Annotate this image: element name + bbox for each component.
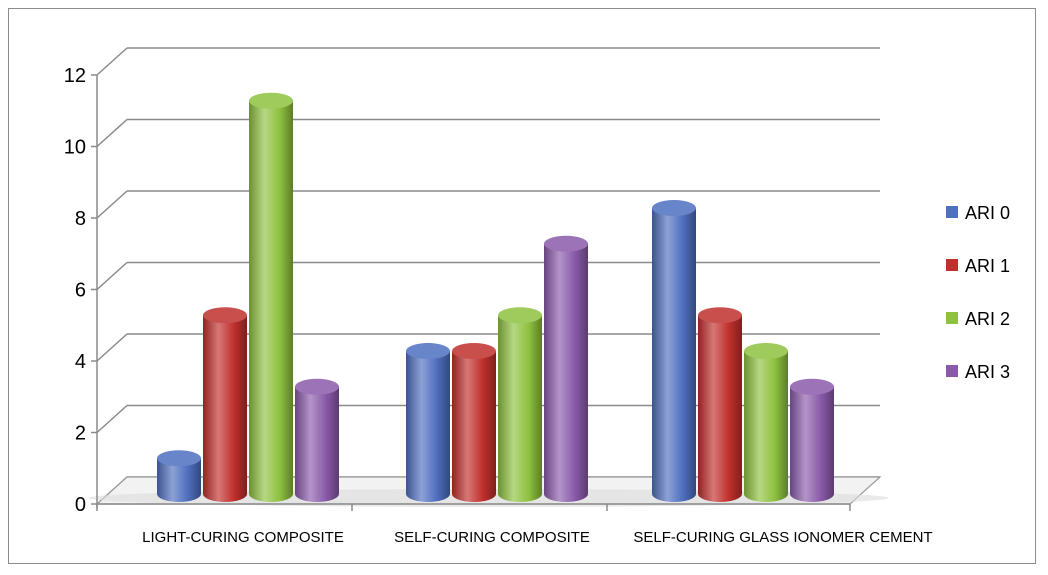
gridline-side [96, 404, 128, 434]
bar-body [406, 351, 450, 502]
bar-ari-3-2 [544, 235, 588, 502]
gridline-side [96, 190, 128, 219]
bar-body [157, 458, 201, 502]
legend-label: ARI 0 [965, 203, 1010, 223]
legend-swatch-ari-3 [946, 365, 958, 377]
bar-body [790, 386, 834, 502]
bar-body [249, 100, 293, 502]
bar-ari-3-1 [295, 378, 339, 502]
axes [91, 74, 851, 511]
x-category-label: SELF-CURING GLASS IONOMER CEMENT [633, 529, 932, 546]
y-tick-label: 0 [75, 494, 86, 516]
legend-swatch-ari-2 [946, 312, 958, 324]
legend-label: ARI 1 [965, 256, 1010, 276]
bar-body [698, 315, 742, 502]
bar-top [452, 343, 496, 359]
bar-ari-1-3 [698, 307, 742, 502]
x-category-label: SELF-CURING COMPOSITE [394, 529, 590, 546]
legend-label: ARI 2 [965, 309, 1010, 329]
y-axis-ticks: 0 2 4 6 8 10 12 [64, 65, 86, 516]
x-category-label: LIGHT-CURING COMPOSITE [142, 529, 344, 546]
bar-ari-1-1 [203, 307, 247, 502]
bar-top [544, 235, 588, 252]
gridline-side [96, 118, 128, 148]
gridline-side [96, 333, 128, 362]
legend-label: ARI 3 [965, 362, 1010, 382]
bar-body [295, 386, 339, 502]
bar-ari-0-2 [406, 343, 450, 502]
bar-top [698, 307, 742, 324]
bar-ari-3-3 [790, 378, 834, 502]
legend: ARI 0 ARI 1 ARI 2 ARI 3 [946, 203, 1010, 382]
y-tick-label: 4 [75, 351, 86, 373]
y-tick-label: 6 [75, 280, 86, 302]
y-tick-label: 2 [75, 423, 86, 445]
bar-ari-0-1 [157, 450, 201, 502]
y-tick-label: 8 [75, 208, 86, 230]
bar-top [295, 378, 339, 395]
bar-body [744, 351, 788, 502]
bar-top [249, 92, 293, 109]
bar-ari-2-1 [249, 92, 293, 502]
bar-top [203, 307, 247, 324]
bar-ari-0-3 [652, 200, 696, 502]
bar-ari-2-2 [498, 307, 542, 502]
y-tick-label: 10 [64, 137, 86, 159]
bar-top [652, 200, 696, 216]
x-axis-categories: LIGHT-CURING COMPOSITE SELF-CURING COMPO… [142, 529, 932, 546]
bar-ari-2-3 [744, 343, 788, 502]
gridline-side [96, 261, 128, 291]
legend-swatch-ari-1 [946, 259, 958, 271]
bar-body [203, 315, 247, 502]
bar-body [544, 243, 588, 502]
y-tick-label: 12 [64, 65, 86, 87]
bar-top [157, 450, 201, 467]
bar-body [652, 208, 696, 502]
bar-body [498, 315, 542, 502]
bar-body [452, 351, 496, 502]
bar-top [498, 307, 542, 324]
bar-top [744, 343, 788, 359]
gridline-side [96, 47, 128, 76]
bars [157, 92, 834, 502]
legend-swatch-ari-0 [946, 206, 958, 218]
bar-top [790, 378, 834, 395]
bar-top [406, 343, 450, 359]
bar-ari-1-2 [452, 343, 496, 502]
